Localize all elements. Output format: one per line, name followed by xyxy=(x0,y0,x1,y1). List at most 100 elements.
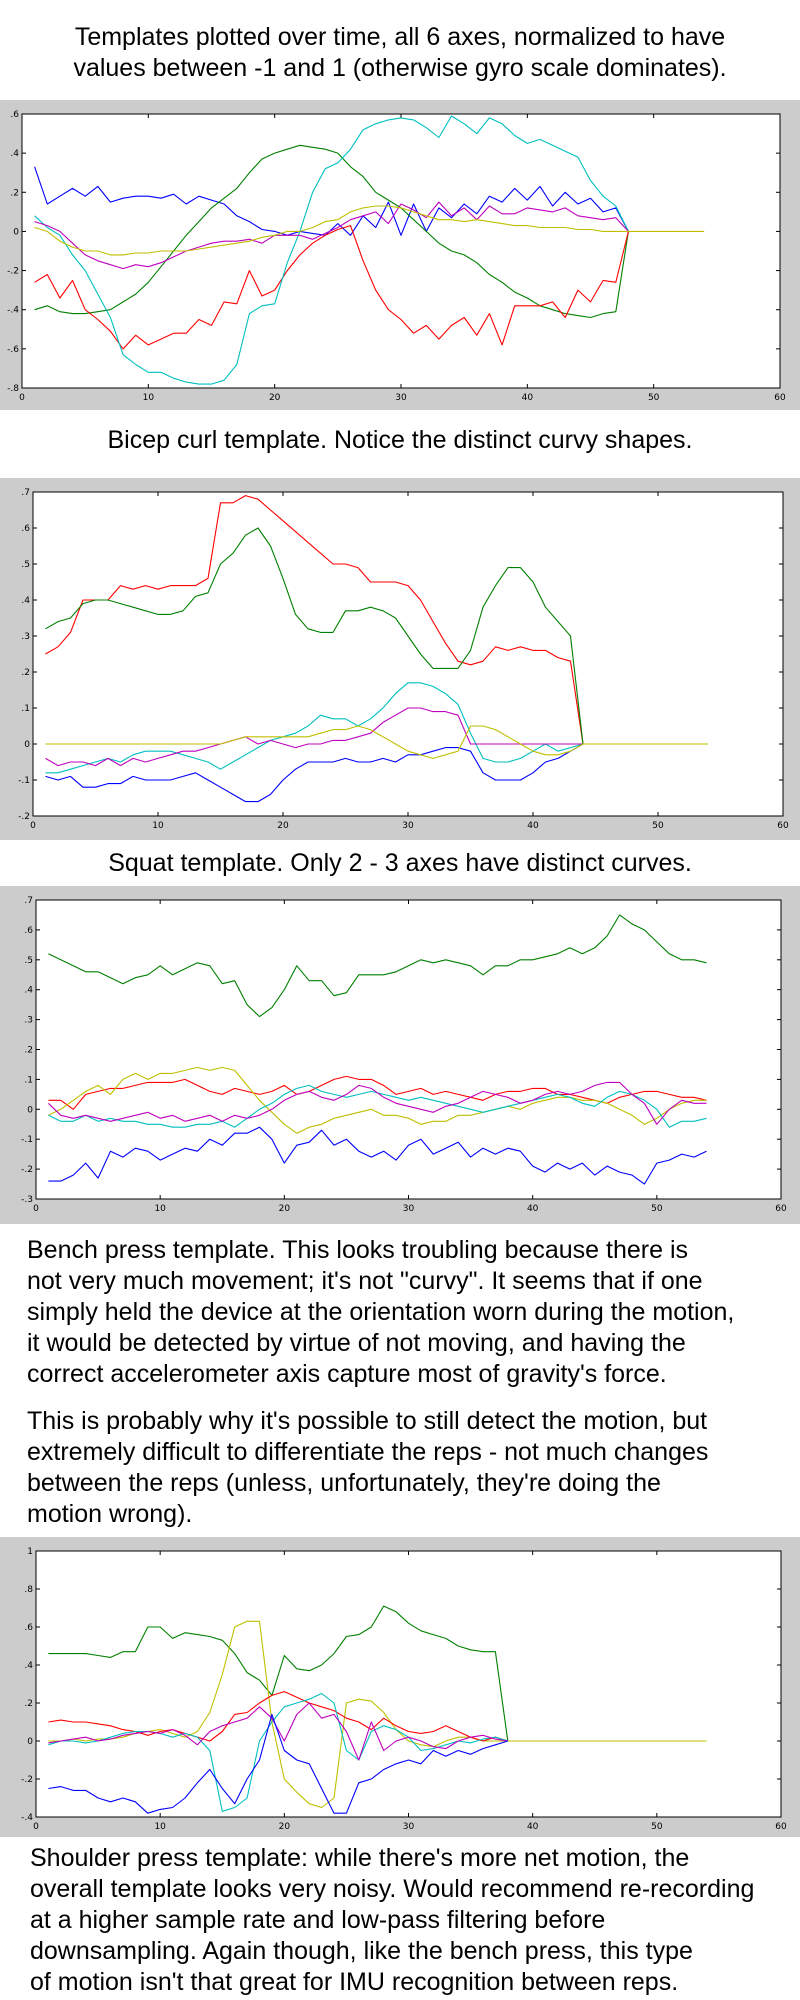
y-tick-label: .1 xyxy=(21,704,30,714)
bench-caption-line-3: simply held the device at the orientatio… xyxy=(27,1298,735,1326)
bicep-caption: Bicep curl template. Notice the distinct… xyxy=(107,426,693,454)
x-tick-label: 50 xyxy=(651,1822,663,1832)
bench-caption-line-6: This is probably why it's possible to st… xyxy=(27,1407,708,1435)
series-line-yellow xyxy=(48,1066,707,1134)
chart-1-overall: 0 10 20 30 40 50 60 -.8 -.6 -.4 -.2 0 .2 .4 .6 xyxy=(7,110,786,403)
x-tick-label: 30 xyxy=(402,821,414,831)
y-tick-label: .3 xyxy=(21,632,30,642)
y-tick-label: .2 xyxy=(21,668,30,678)
bench-caption-line-9: motion wrong). xyxy=(27,1500,193,1528)
chart-panel-2: 0 10 20 30 40 50 60 -.2 -.1 0 .1 .2 .3 .4 .5 .6 .7 xyxy=(0,478,800,840)
series-line-cyan xyxy=(48,1692,508,1812)
x-tick-label: 40 xyxy=(522,393,534,403)
x-tick-label: 40 xyxy=(527,821,539,831)
y-tick-label: .4 xyxy=(21,596,30,606)
y-tick-label: .7 xyxy=(24,896,33,906)
chart-panel-3: 0 10 20 30 40 50 60 -.3 -.2 -.1 0 .1 .2 .3 .4 .5 .6 .7 xyxy=(0,886,800,1224)
y-tick-label: -.4 xyxy=(21,1813,33,1823)
series-line-blue xyxy=(48,1713,508,1814)
series-line-yellow xyxy=(45,725,708,759)
series-line-blue xyxy=(45,743,584,803)
y-tick-label: -.3 xyxy=(21,1195,33,1205)
plot-area xyxy=(35,1550,782,1818)
bench-caption-line-2: not very much movement; it's not "curvy"… xyxy=(27,1267,703,1295)
y-tick-label: -.2 xyxy=(18,812,30,822)
y-tick-label: .2 xyxy=(24,1699,33,1709)
squat-caption: Squat template. Only 2 - 3 axes have dis… xyxy=(108,849,692,877)
y-tick-label: -.2 xyxy=(7,267,19,277)
y-tick-label: .8 xyxy=(24,1585,33,1595)
chart-2-bicep-curl: 0 10 20 30 40 50 60 -.2 -.1 0 .1 .2 .3 .4 .5 .6 .7 xyxy=(18,488,789,831)
y-tick-label: 0 xyxy=(27,1105,33,1115)
y-tick-label: 0 xyxy=(27,1737,33,1747)
y-tick-label: .6 xyxy=(21,524,30,534)
chart-4-bench-press: 0 10 20 30 40 50 60 -.4 -.2 0 .2 .4 .6 .8 1 xyxy=(21,1547,787,1832)
shoulder-caption-line-5: of motion isn't that great for IMU recog… xyxy=(30,1968,679,1996)
chart-panel-1: 0 10 20 30 40 50 60 -.8 -.6 -.4 -.2 0 .2 .4 .6 xyxy=(0,100,800,410)
shoulder-caption-line-4: downsampling. Again though, like the ben… xyxy=(30,1937,693,1965)
plot-area xyxy=(35,899,782,1200)
bench-caption-line-7: extremely difficult to differentiate the… xyxy=(27,1438,709,1466)
y-tick-label: .5 xyxy=(21,560,30,570)
y-tick-label: 0 xyxy=(13,227,19,237)
x-tick-label: 30 xyxy=(403,1822,415,1832)
series-line-magenta xyxy=(48,1702,508,1761)
series-line-cyan xyxy=(45,682,584,774)
y-tick-label: .6 xyxy=(24,1623,33,1633)
series-line-blue xyxy=(34,166,629,236)
x-tick-label: 20 xyxy=(279,1204,291,1214)
y-tick-label: .6 xyxy=(10,110,19,120)
series-line-cyan xyxy=(34,115,629,385)
y-tick-label: -.2 xyxy=(21,1775,33,1785)
bench-caption-line-1: Bench press template. This looks troubli… xyxy=(27,1236,689,1264)
y-tick-label: -.1 xyxy=(21,1135,33,1145)
x-tick-label: 20 xyxy=(279,1822,291,1832)
x-tick-label: 60 xyxy=(775,1822,787,1832)
y-tick-label: 0 xyxy=(24,740,30,750)
y-tick-label: -.1 xyxy=(18,776,30,786)
shoulder-caption-line-3: at a higher sample rate and low-pass fil… xyxy=(30,1906,606,1934)
x-tick-label: 30 xyxy=(403,1204,415,1214)
series-line-green xyxy=(34,144,629,319)
series-line-green xyxy=(48,914,707,1018)
y-tick-label: .7 xyxy=(21,488,30,498)
y-tick-label: -.6 xyxy=(7,345,19,355)
intro-caption-line-1: Templates plotted over time, all 6 axes,… xyxy=(74,23,726,51)
shoulder-caption-line-1: Shoulder press template: while there's m… xyxy=(30,1844,690,1872)
x-tick-label: 60 xyxy=(777,821,789,831)
x-tick-label: 10 xyxy=(154,1204,166,1214)
series-line-red xyxy=(34,225,629,350)
series-line-blue xyxy=(48,1126,707,1185)
series-line-green xyxy=(45,527,584,745)
chart-panel-4: 0 10 20 30 40 50 60 -.4 -.2 0 .2 .4 .6 .8 1 xyxy=(0,1537,800,1837)
x-tick-label: 60 xyxy=(774,393,786,403)
x-tick-label: 50 xyxy=(651,1204,663,1214)
x-tick-label: 40 xyxy=(527,1822,539,1832)
x-tick-label: 60 xyxy=(775,1204,787,1214)
x-tick-label: 10 xyxy=(152,821,164,831)
y-tick-label: .4 xyxy=(24,986,33,996)
x-tick-label: 0 xyxy=(33,1822,39,1832)
chart-3-squat: 0 10 20 30 40 50 60 -.3 -.2 -.1 0 .1 .2 .3 .4 .5 .6 .7 xyxy=(21,896,787,1214)
x-tick-label: 10 xyxy=(154,1822,166,1832)
y-tick-label: .4 xyxy=(24,1661,33,1671)
y-tick-label: .2 xyxy=(10,188,19,198)
y-tick-label: .3 xyxy=(24,1016,33,1026)
y-tick-label: .2 xyxy=(24,1046,33,1056)
series-line-magenta xyxy=(45,707,583,767)
y-tick-label: -.8 xyxy=(7,384,19,394)
y-tick-label: 1 xyxy=(27,1547,33,1557)
series-line-red xyxy=(45,495,584,745)
series-line-yellow xyxy=(34,205,705,256)
x-tick-label: 30 xyxy=(395,393,407,403)
y-tick-label: .1 xyxy=(24,1075,33,1085)
x-tick-label: 20 xyxy=(277,821,289,831)
shoulder-caption-line-2: overall template looks very noisy. Would… xyxy=(30,1875,755,1903)
x-tick-label: 0 xyxy=(19,393,25,403)
bench-caption-line-8: between the reps (unless, unfortunately,… xyxy=(27,1469,661,1497)
x-tick-label: 50 xyxy=(648,393,660,403)
x-tick-label: 10 xyxy=(143,393,155,403)
series-line-yellow xyxy=(48,1620,707,1809)
x-tick-label: 0 xyxy=(30,821,36,831)
series-line-green xyxy=(48,1605,707,1742)
